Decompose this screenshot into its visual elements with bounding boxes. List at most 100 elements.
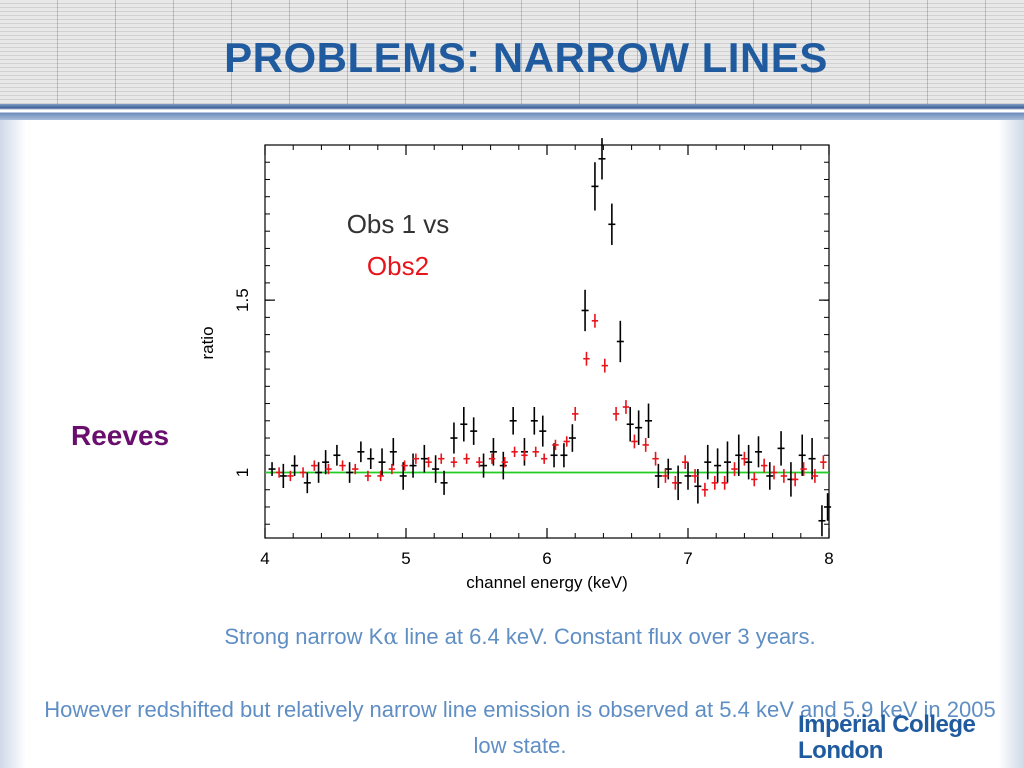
data-point bbox=[303, 472, 311, 494]
x-tick-label: 6 bbox=[542, 549, 551, 568]
data-point bbox=[612, 407, 620, 421]
series-2 bbox=[275, 313, 827, 497]
data-point bbox=[432, 455, 440, 483]
data-point bbox=[616, 320, 624, 363]
header-divider bbox=[0, 104, 1024, 120]
data-point bbox=[463, 453, 470, 464]
y-tick-label: 1 bbox=[233, 468, 252, 477]
caption-alpha-symbol: α bbox=[383, 625, 399, 650]
data-point bbox=[499, 451, 507, 480]
data-point bbox=[598, 138, 606, 180]
data-point bbox=[509, 407, 517, 435]
slide-left-shade bbox=[0, 120, 26, 768]
data-point bbox=[489, 438, 497, 466]
slide-header-band bbox=[0, 0, 1024, 104]
slide-title: PROBLEMS: NARROW LINES bbox=[224, 34, 828, 81]
data-point bbox=[401, 460, 408, 471]
logo-line-2: London bbox=[798, 737, 883, 764]
y-axis-label: ratio bbox=[198, 326, 217, 359]
data-point bbox=[315, 462, 323, 483]
data-point bbox=[530, 407, 538, 435]
data-point bbox=[711, 475, 718, 490]
data-point bbox=[741, 451, 748, 466]
author-label: Reeves bbox=[71, 420, 170, 451]
data-point bbox=[820, 455, 827, 470]
data-point bbox=[563, 436, 570, 447]
data-point bbox=[568, 424, 576, 452]
data-point bbox=[480, 453, 488, 478]
data-point bbox=[450, 456, 458, 468]
data-point bbox=[645, 403, 653, 439]
data-point bbox=[818, 505, 826, 537]
data-point bbox=[791, 472, 799, 487]
imperial-college-logo: Imperial College London bbox=[798, 711, 976, 764]
data-point bbox=[364, 470, 372, 482]
axis-labels: channel energy (keV) ratio Obs 1 vs Obs2 bbox=[198, 209, 628, 592]
x-axis-label: channel energy (keV) bbox=[466, 573, 628, 592]
data-point bbox=[751, 472, 758, 487]
data-point bbox=[268, 462, 276, 476]
data-point bbox=[684, 462, 692, 490]
data-point bbox=[460, 407, 468, 442]
y-tick-label: 1.5 bbox=[233, 288, 252, 312]
data-point bbox=[591, 162, 599, 211]
data-point bbox=[291, 455, 299, 476]
x-tick-label: 4 bbox=[260, 549, 269, 568]
data-point bbox=[511, 446, 518, 457]
data-point bbox=[723, 441, 731, 483]
data-point bbox=[642, 438, 649, 452]
logo-line-1: Imperial College bbox=[798, 711, 976, 738]
data-point bbox=[601, 358, 609, 373]
data-point bbox=[311, 460, 318, 471]
data-point bbox=[346, 462, 354, 483]
data-point bbox=[367, 448, 375, 470]
data-point bbox=[333, 444, 341, 466]
data-point bbox=[560, 443, 568, 468]
data-point bbox=[635, 410, 643, 445]
data-series-group bbox=[268, 138, 832, 537]
data-point bbox=[770, 465, 778, 480]
data-point bbox=[622, 400, 630, 414]
data-point bbox=[824, 493, 832, 521]
data-point bbox=[662, 469, 669, 483]
data-point bbox=[450, 422, 458, 454]
data-point bbox=[704, 444, 712, 480]
data-point bbox=[735, 434, 743, 476]
x-tick-label: 7 bbox=[683, 549, 692, 568]
data-point bbox=[389, 438, 397, 466]
data-point bbox=[378, 448, 386, 476]
data-point bbox=[488, 453, 496, 464]
data-point bbox=[780, 469, 788, 483]
data-point bbox=[672, 475, 679, 490]
data-point bbox=[440, 470, 448, 495]
data-point bbox=[540, 453, 548, 464]
data-point bbox=[608, 203, 616, 245]
data-point bbox=[550, 443, 558, 468]
data-point bbox=[399, 462, 407, 490]
data-point bbox=[409, 453, 417, 478]
data-point bbox=[532, 446, 539, 457]
data-point bbox=[339, 460, 346, 471]
data-point bbox=[800, 462, 807, 476]
data-point bbox=[694, 469, 702, 504]
axis-ticks: 4 5 6 7 8 1 1.5 bbox=[233, 145, 834, 568]
data-point bbox=[755, 436, 762, 468]
data-point bbox=[476, 456, 483, 468]
chart-annotation-obs2: Obs2 bbox=[367, 251, 429, 281]
data-point bbox=[631, 434, 638, 449]
data-point bbox=[572, 407, 579, 421]
data-point bbox=[521, 450, 528, 461]
caption-line-2: However redshifted but relatively narrow… bbox=[44, 697, 996, 758]
x-tick-label: 8 bbox=[824, 549, 833, 568]
data-point bbox=[299, 467, 307, 478]
x-tick-label: 5 bbox=[401, 549, 410, 568]
data-point bbox=[745, 444, 753, 480]
data-point bbox=[731, 462, 738, 476]
data-point bbox=[652, 451, 659, 466]
data-point bbox=[591, 313, 599, 328]
data-point bbox=[279, 463, 287, 489]
data-point bbox=[412, 453, 420, 464]
data-point bbox=[287, 470, 294, 482]
data-point bbox=[325, 463, 332, 475]
